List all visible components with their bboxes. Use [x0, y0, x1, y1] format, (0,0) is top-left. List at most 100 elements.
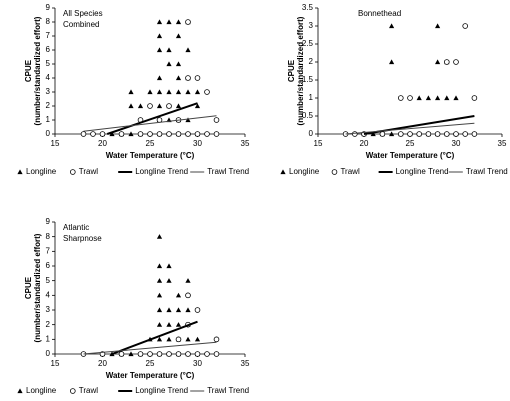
point: [147, 103, 153, 109]
point: [471, 131, 478, 137]
point: [416, 95, 422, 101]
point: [156, 47, 163, 53]
x-tick-label: 25: [146, 359, 155, 368]
point: [185, 89, 191, 95]
x-tick-label: 20: [98, 359, 107, 368]
point: [156, 19, 163, 25]
y-tick-label: 3: [46, 305, 51, 314]
point: [175, 89, 182, 95]
point: [128, 131, 134, 137]
y-tick-label: 0.5: [302, 111, 314, 120]
y-tick-label: 2.5: [302, 39, 314, 48]
y-axis-label: (number/standardized effort): [33, 233, 42, 342]
point: [156, 33, 163, 39]
legend-label: Longline: [26, 167, 57, 176]
point: [425, 95, 431, 101]
point: [416, 131, 423, 137]
y-tick-label: 5: [46, 276, 51, 285]
point: [118, 351, 125, 357]
point: [185, 351, 191, 357]
point: [166, 89, 172, 95]
legend-label: Trawl Trend: [466, 167, 508, 176]
point: [185, 47, 191, 53]
y-tick-label: 0: [309, 129, 314, 138]
point: [204, 351, 210, 357]
x-axis-label: Water Temperature (°C): [106, 151, 195, 160]
x-tick-label: 15: [51, 359, 60, 368]
point: [435, 23, 441, 29]
point: [397, 95, 404, 101]
point: [166, 103, 172, 109]
point: [147, 131, 153, 137]
point: [185, 292, 191, 299]
chart-title: All Species: [63, 9, 103, 18]
y-tick-label: 4: [46, 73, 51, 82]
point: [156, 307, 163, 313]
point: [175, 336, 182, 343]
point: [444, 95, 450, 101]
point: [137, 351, 144, 357]
point: [194, 75, 201, 81]
point: [185, 131, 191, 137]
point: [109, 131, 115, 137]
point: [175, 75, 182, 81]
legend-swatch: [17, 169, 23, 175]
point: [137, 131, 144, 137]
y-tick-label: 0: [46, 349, 51, 358]
point: [175, 33, 182, 39]
point: [99, 131, 106, 137]
legend-swatch: [280, 169, 286, 175]
point: [389, 131, 395, 137]
point: [435, 59, 441, 65]
point: [175, 61, 182, 67]
point: [185, 278, 191, 283]
y-tick-label: 9: [46, 3, 51, 12]
point: [128, 89, 134, 95]
point: [185, 117, 191, 123]
point: [147, 89, 153, 95]
y-tick-label: 7: [46, 246, 51, 255]
chart-title: Sharpnose: [63, 234, 102, 243]
point: [156, 322, 163, 327]
point: [351, 131, 358, 137]
y-tick-label: 8: [46, 17, 51, 26]
point: [166, 263, 172, 269]
y-tick-label: 2: [46, 101, 51, 110]
point: [166, 61, 172, 67]
x-tick-label: 20: [360, 139, 369, 148]
y-axis-label: CPUE: [24, 276, 33, 299]
point: [194, 131, 201, 137]
point: [156, 278, 163, 283]
y-tick-label: 1: [309, 93, 314, 102]
y-tick-label: 6: [46, 45, 51, 54]
legend-label: Longline: [26, 386, 57, 395]
point: [407, 95, 413, 101]
legend-label: Trawl Trend: [207, 167, 249, 176]
legend-label: Longline Trend: [135, 386, 188, 395]
point: [185, 75, 191, 81]
point: [175, 322, 182, 327]
x-tick-label: 25: [146, 139, 155, 148]
point: [213, 131, 220, 137]
point: [118, 131, 125, 137]
x-tick-label: 35: [241, 139, 250, 148]
point: [204, 131, 210, 137]
chart-panel: 0 1 2 3 4 5 6 7 8 9 15 20 25 30 35 Water Temperature (°…: [17, 217, 250, 395]
point: [194, 307, 201, 313]
point: [453, 131, 459, 137]
point: [379, 131, 386, 137]
point: [434, 131, 441, 137]
point: [156, 336, 163, 342]
legend-swatch: [70, 388, 76, 394]
point: [397, 131, 404, 137]
x-axis-label: Water Temperature (°C): [366, 151, 455, 160]
point: [156, 117, 163, 123]
point: [471, 95, 478, 101]
point: [156, 103, 163, 109]
y-tick-label: 4: [46, 290, 51, 299]
point: [166, 307, 172, 313]
point: [462, 23, 469, 29]
x-tick-label: 15: [51, 139, 60, 148]
legend-label: Longline: [289, 167, 320, 176]
point: [175, 103, 182, 109]
